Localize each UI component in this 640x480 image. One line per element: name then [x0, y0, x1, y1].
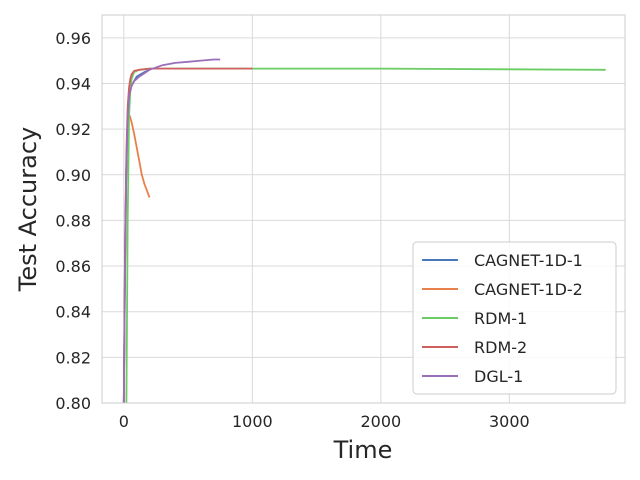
legend: CAGNET-1D-1 CAGNET-1D-2 RDM-1 RDM-2 DGL-1 — [412, 241, 617, 395]
x-tick-labels: 0 1000 2000 3000 — [119, 412, 530, 431]
plot-frame — [101, 14, 626, 404]
y-tick-label: 0.94 — [55, 74, 91, 93]
legend-label: CAGNET-1D-1 — [474, 251, 583, 270]
series-layer — [122, 58, 606, 404]
x-tick-label: 2000 — [360, 412, 401, 431]
y-tick-label: 0.90 — [55, 166, 91, 185]
y-tick-label: 0.92 — [55, 120, 91, 139]
y-tick-label: 0.96 — [55, 29, 91, 48]
legend-label: DGL-1 — [474, 367, 523, 386]
x-tick-label: 0 — [119, 412, 129, 431]
y-tick-labels: 0.80 0.82 0.84 0.86 0.88 0.90 0.92 0.94 0.96 — [55, 29, 91, 413]
grid — [102, 15, 625, 404]
y-tick-label: 0.86 — [55, 257, 91, 276]
x-tick-label: 3000 — [489, 412, 530, 431]
y-tick-label: 0.88 — [55, 211, 91, 230]
y-tick-label: 0.84 — [55, 303, 91, 322]
legend-label: CAGNET-1D-2 — [474, 280, 583, 299]
legend-box — [412, 241, 617, 395]
y-tick-label: 0.82 — [55, 348, 91, 367]
y-tick-label: 0.80 — [55, 394, 91, 413]
x-axis-title: Time — [333, 436, 393, 464]
legend-label: RDM-1 — [474, 309, 527, 328]
legend-label: RDM-2 — [474, 338, 527, 357]
series-line-dgl-1 — [122, 58, 221, 404]
x-tick-label: 1000 — [232, 412, 273, 431]
y-axis-title: Test Accuracy — [14, 127, 42, 292]
